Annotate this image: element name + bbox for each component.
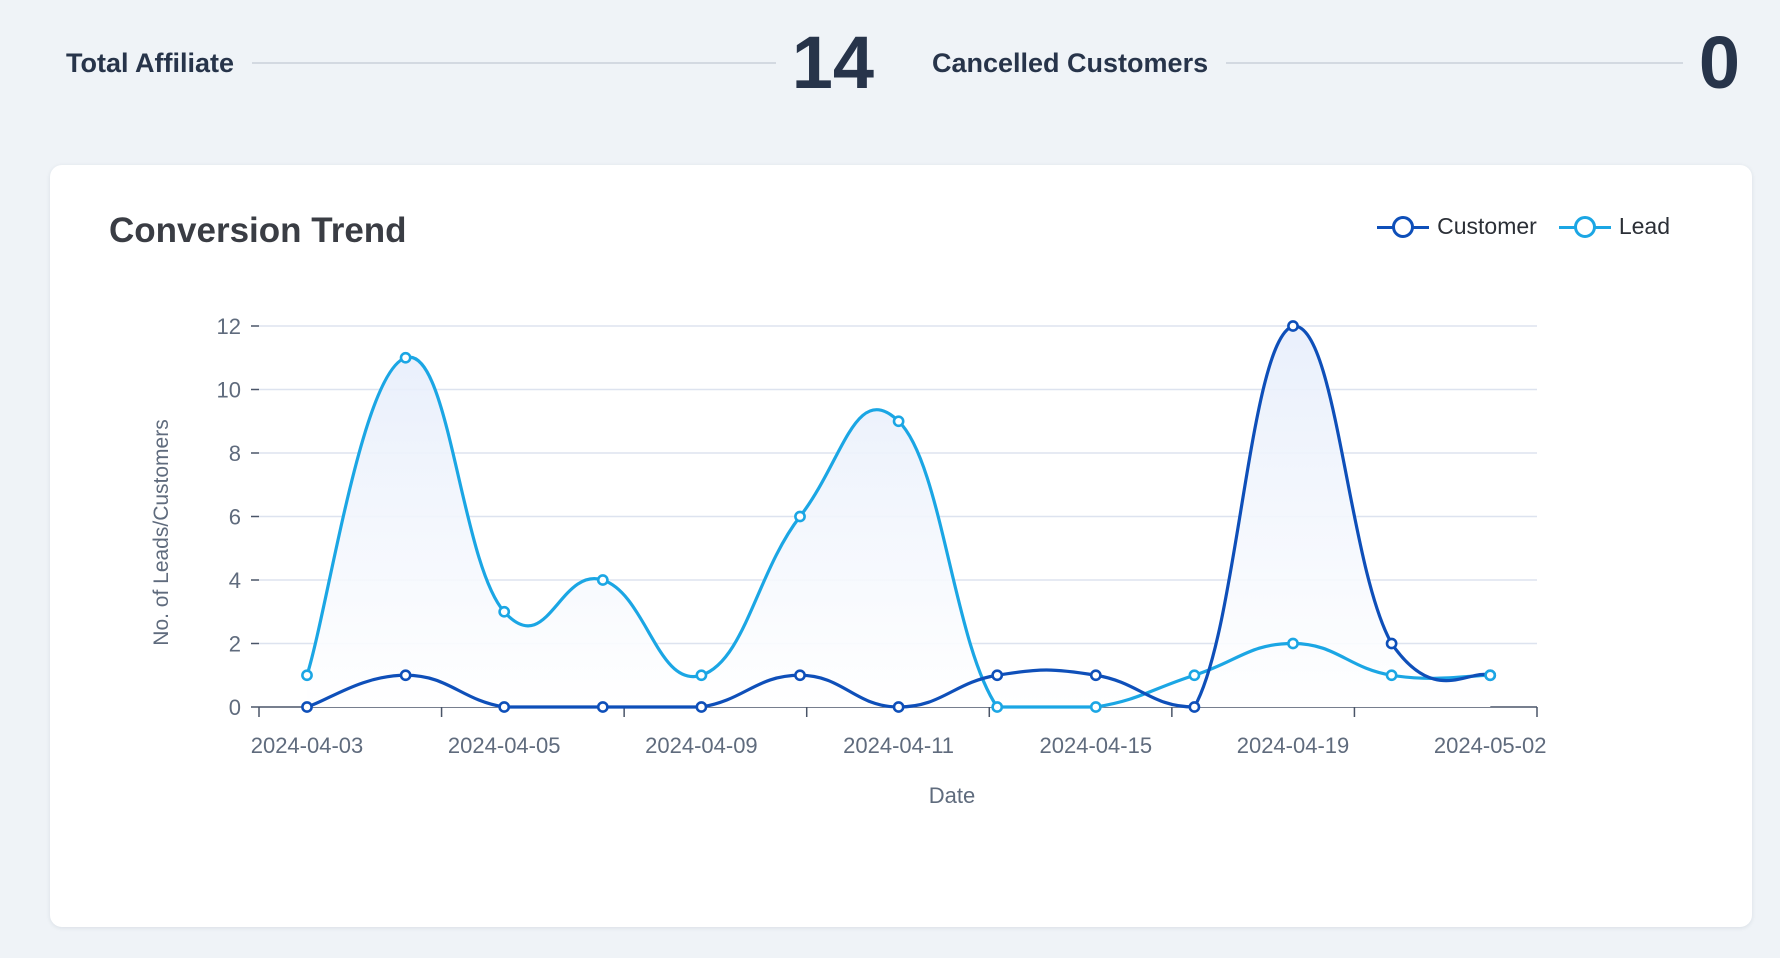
y-tick-label: 4 [229, 568, 241, 593]
point-customer [498, 701, 511, 713]
legend-customer-dot [1392, 215, 1415, 238]
legend-lead-label: Lead [1618, 213, 1670, 239]
x-axis-title: Date [929, 783, 975, 808]
total-affiliate-divider [252, 62, 776, 64]
total-affiliate-label: Total Affiliate [66, 47, 234, 78]
conversion-trend-chart: 0 2 4 6 8 10 12 2024-04-03 2024-04-05 2024-04-09 2… [150, 314, 1547, 808]
point-lead [498, 605, 511, 618]
point-lead [596, 574, 609, 586]
point-lead [991, 701, 1004, 713]
line-customer [306, 324, 1491, 709]
legend-lead-dot [1573, 215, 1596, 238]
point-customer [695, 701, 708, 713]
conversion-trend-card: 0 2 4 6 8 10 12 2024-04-03 2024-04-05 2024-04-09 2… [50, 165, 1752, 927]
legend-item-lead[interactable]: Lead [1558, 213, 1670, 240]
point-lead [1484, 669, 1497, 682]
y-tick-label: 0 [229, 695, 241, 720]
x-tick-label: 2024-04-03 [251, 733, 364, 758]
legend-item-customer[interactable]: Customer [1377, 213, 1537, 240]
y-tick-label: 2 [229, 632, 241, 657]
point-lead [399, 351, 412, 364]
point-customer [1188, 701, 1201, 713]
cancelled-customers-stat: Cancelled Customers 0 [932, 18, 1740, 108]
y-tick-label: 8 [229, 441, 241, 466]
point-customer [1089, 669, 1102, 682]
x-tick-label: 2024-04-09 [645, 733, 758, 758]
y-tick-label: 10 [217, 378, 241, 403]
x-tick-label: 2024-04-05 [448, 733, 561, 758]
chart-legend: Customer Lead [1355, 213, 1670, 240]
point-lead [794, 510, 806, 523]
area-lead [307, 357, 1491, 707]
point-customer [301, 701, 313, 713]
point-lead [695, 669, 708, 682]
y-tick-label: 6 [229, 505, 241, 530]
y-tick-label: 12 [217, 314, 241, 339]
cancelled-customers-divider [1226, 62, 1683, 64]
point-lead [1089, 701, 1102, 713]
point-customer [1385, 637, 1398, 650]
total-affiliate-value: 14 [791, 21, 874, 104]
point-customer [596, 701, 609, 713]
x-tick-label: 2024-04-15 [1040, 733, 1153, 758]
legend-customer-label: Customer [1437, 213, 1537, 239]
point-lead [301, 669, 313, 682]
cancelled-customers-label: Cancelled Customers [932, 47, 1209, 78]
point-lead [892, 415, 905, 428]
x-tick-label: 2024-04-19 [1237, 733, 1350, 758]
point-customer [399, 669, 412, 682]
point-lead [1385, 669, 1398, 682]
x-tick-label: 2024-05-02 [1434, 733, 1547, 758]
cancelled-customers-value: 0 [1698, 21, 1740, 104]
y-axis-title: No. of Leads/Customers [150, 419, 173, 645]
point-customer [892, 701, 905, 713]
point-lead [1287, 637, 1299, 650]
chart-title: Conversion Trend [109, 211, 407, 250]
total-affiliate-stat: Total Affiliate 14 [66, 18, 874, 108]
x-tick-label: 2024-04-11 [843, 733, 954, 758]
point-lead [1188, 669, 1201, 682]
legend-lead-marker-icon [1558, 215, 1611, 239]
line-lead [305, 355, 1491, 709]
legend-customer-marker-icon [1377, 215, 1430, 239]
point-customer [794, 669, 806, 682]
point-customer [1287, 320, 1299, 332]
point-customer [991, 669, 1004, 682]
